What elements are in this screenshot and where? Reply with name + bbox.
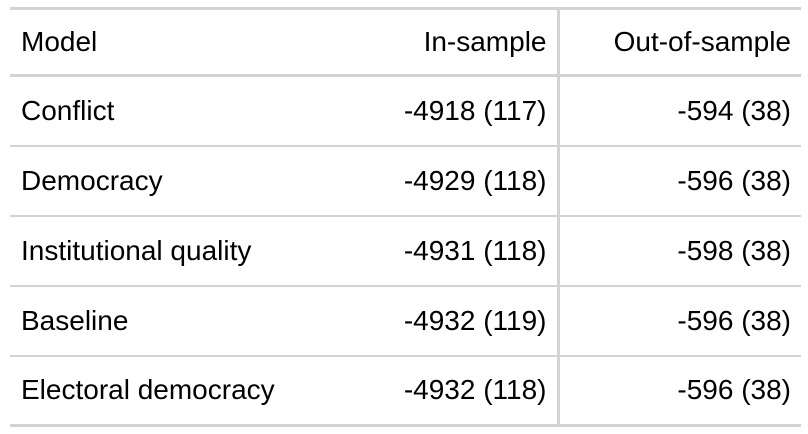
table-row: Conflict -4918 (117) -594 (38) [10,75,801,146]
cell-in-sample: -4918 (117) [403,94,547,126]
cell-out-of-sample: -596 (38) [556,355,801,426]
column-header-model: Model [21,26,98,57]
cell-out-of-sample: -594 (38) [556,75,801,146]
cell-out-of-sample: -596 (38) [556,285,801,356]
table-row: Baseline -4932 (119) -596 (38) [10,285,801,356]
table-header-row: Model In-sample Out-of-sample [10,8,801,76]
column-header-out-of-sample: Out-of-sample [556,8,801,76]
table-row: Electoral democracy -4932 (118) -596 (38… [10,355,801,426]
column-header-in-sample: In-sample [423,26,547,57]
cell-model: Conflict [21,94,115,126]
cell-out-of-sample: -596 (38) [556,145,801,216]
cell-model: Baseline [21,304,129,336]
cell-out-of-sample: -598 (38) [556,215,801,286]
cell-in-sample: -4931 (118) [403,234,547,266]
model-comparison-table-container: Model In-sample Out-of-sample Conflict -… [10,7,801,427]
cell-model: Democracy [21,164,163,196]
table-row: Institutional quality -4931 (118) -598 (… [10,215,801,286]
table-row: Democracy -4929 (118) -596 (38) [10,145,801,216]
cell-in-sample: -4932 (119) [403,304,547,336]
cell-model: Institutional quality [21,234,252,266]
cell-in-sample: -4929 (118) [403,164,547,196]
model-comparison-table: Model In-sample Out-of-sample Conflict -… [10,7,801,427]
cell-in-sample: -4932 (118) [403,374,547,406]
cell-model: Electoral democracy [21,374,275,406]
